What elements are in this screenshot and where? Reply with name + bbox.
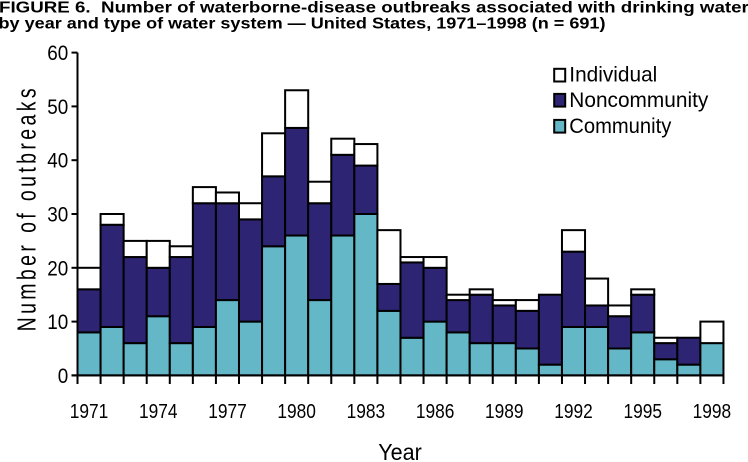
svg-text:1977: 1977 (208, 401, 247, 423)
svg-text:30: 30 (47, 204, 68, 227)
svg-text:10: 10 (47, 311, 68, 334)
svg-text:1998: 1998 (693, 401, 732, 423)
svg-text:1986: 1986 (416, 401, 455, 423)
svg-text:Number of outbreaks: Number of outbreaks (12, 88, 41, 331)
svg-text:by year and type of water syst: by year and type of water system — Unite… (0, 16, 606, 33)
svg-text:1971: 1971 (70, 401, 109, 423)
svg-text:50: 50 (47, 96, 68, 119)
svg-text:20: 20 (47, 257, 68, 280)
svg-text:1992: 1992 (554, 401, 593, 423)
svg-text:1995: 1995 (623, 401, 662, 423)
svg-text:Noncommunity: Noncommunity (569, 89, 708, 112)
svg-text:Community: Community (569, 115, 671, 138)
svg-text:1989: 1989 (485, 401, 524, 423)
svg-text:0: 0 (58, 365, 69, 388)
svg-text:40: 40 (47, 150, 68, 173)
svg-text:FIGURE 6. Number of waterborn: FIGURE 6. Number of waterborne-disease o… (0, 0, 748, 17)
svg-text:1974: 1974 (139, 401, 178, 423)
svg-text:Individual: Individual (569, 64, 657, 87)
svg-text:Year: Year (378, 439, 422, 462)
svg-text:1980: 1980 (277, 401, 316, 423)
svg-text:1983: 1983 (347, 401, 386, 423)
svg-text:60: 60 (47, 42, 68, 65)
